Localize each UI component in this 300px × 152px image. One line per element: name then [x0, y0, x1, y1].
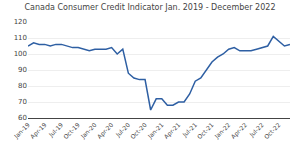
svg-text:Apr-21: Apr-21: [162, 121, 182, 141]
svg-text:110: 110: [14, 34, 27, 42]
svg-text:Apr-20: Apr-20: [96, 121, 116, 141]
svg-text:Apr-22: Apr-22: [229, 121, 249, 141]
svg-text:120: 120: [14, 18, 27, 26]
svg-text:Jan-19: Jan-19: [12, 121, 32, 141]
svg-text:Jan-21: Jan-21: [145, 121, 165, 141]
svg-text:Oct-19: Oct-19: [62, 121, 81, 140]
svg-text:Jul-22: Jul-22: [247, 121, 266, 140]
svg-text:Jan-20: Jan-20: [79, 121, 99, 141]
svg-text:100: 100: [14, 50, 27, 58]
svg-text:Oct-20: Oct-20: [129, 121, 148, 140]
svg-text:90: 90: [18, 66, 27, 74]
svg-text:Oct-22: Oct-22: [262, 121, 281, 140]
svg-text:70: 70: [18, 98, 27, 106]
svg-text:Jul-19: Jul-19: [47, 121, 66, 140]
svg-text:Apr-19: Apr-19: [29, 121, 49, 141]
svg-text:Canada Consumer Credit Indicat: Canada Consumer Credit Indicator Jan. 20…: [25, 3, 276, 12]
svg-text:Jul-21: Jul-21: [180, 121, 199, 140]
svg-text:80: 80: [18, 82, 27, 90]
svg-text:Jan-22: Jan-22: [212, 121, 232, 141]
svg-text:60: 60: [18, 114, 27, 122]
svg-text:Oct-21: Oct-21: [196, 121, 215, 140]
svg-text:Jul-20: Jul-20: [113, 121, 132, 140]
